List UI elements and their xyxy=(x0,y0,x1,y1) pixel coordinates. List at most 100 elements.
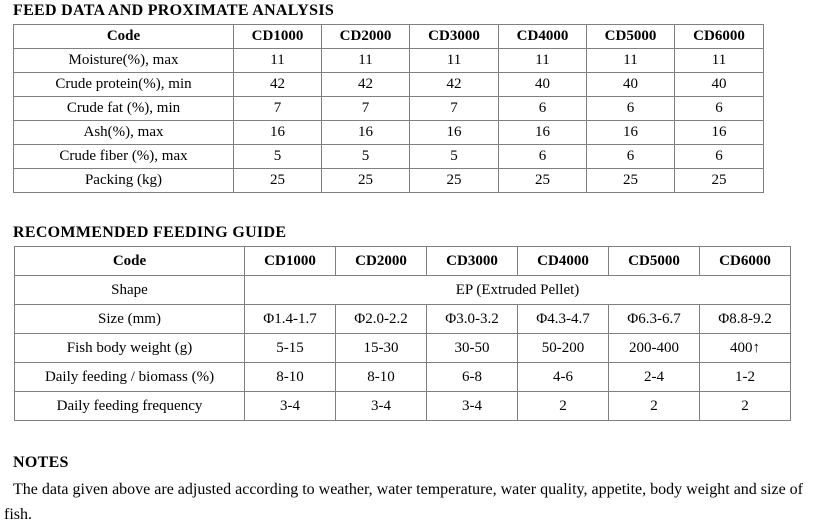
data-cell: 11 xyxy=(498,48,587,73)
row-label: Ash(%), max xyxy=(13,120,234,145)
proximate-header-row: Code CD1000 CD2000 CD3000 CD4000 CD5000 CD6000 xyxy=(13,24,764,49)
data-cell: 25 xyxy=(498,168,587,193)
data-cell: 6 xyxy=(586,96,675,121)
data-cell: 11 xyxy=(586,48,675,73)
data-cell: 3-4 xyxy=(244,391,336,421)
table-row: Crude fat (%), min 7 7 7 6 6 6 xyxy=(13,96,764,121)
feeding-column-header: CD3000 xyxy=(426,246,518,276)
data-cell: 40 xyxy=(586,72,675,97)
proximate-column-header: CD1000 xyxy=(233,24,322,49)
data-cell: 6 xyxy=(586,144,675,169)
data-cell: 7 xyxy=(321,96,410,121)
feeding-column-header: CD6000 xyxy=(699,246,791,276)
data-cell: 25 xyxy=(674,168,764,193)
feeding-column-header: CD4000 xyxy=(517,246,609,276)
data-cell: 16 xyxy=(409,120,499,145)
data-cell: 5 xyxy=(233,144,322,169)
data-cell: 8-10 xyxy=(335,362,427,392)
row-label: Shape xyxy=(14,275,245,305)
data-cell: Φ6.3-6.7 xyxy=(608,304,700,334)
data-cell: Φ1.4-1.7 xyxy=(244,304,336,334)
table-row: Daily feeding frequency 3-4 3-4 3-4 2 2 2 xyxy=(14,391,791,421)
data-cell: 42 xyxy=(321,72,410,97)
data-cell: 16 xyxy=(498,120,587,145)
proximate-column-header: CD4000 xyxy=(498,24,587,49)
data-cell: 25 xyxy=(409,168,499,193)
data-cell: 5 xyxy=(409,144,499,169)
table-row: Size (mm) Φ1.4-1.7 Φ2.0-2.2 Φ3.0-3.2 Φ4.3-4.… xyxy=(14,304,791,334)
proximate-column-header: CD3000 xyxy=(409,24,499,49)
table-row: Crude fiber (%), max 5 5 5 6 6 6 xyxy=(13,144,764,169)
data-cell: 16 xyxy=(321,120,410,145)
table-row: Shape EP (Extruded Pellet) xyxy=(14,275,791,305)
data-cell: 40 xyxy=(674,72,764,97)
table-row: Moisture(%), max 11 11 11 11 11 11 xyxy=(13,48,764,73)
data-cell: 7 xyxy=(233,96,322,121)
data-cell: 11 xyxy=(321,48,410,73)
data-cell: 8-10 xyxy=(244,362,336,392)
data-cell: Φ8.8-9.2 xyxy=(699,304,791,334)
data-cell: 16 xyxy=(586,120,675,145)
feeding-header-row: Code CD1000 CD2000 CD3000 CD4000 CD5000 CD6000 xyxy=(14,246,791,276)
data-cell: 6 xyxy=(498,96,587,121)
data-cell: 6 xyxy=(498,144,587,169)
data-cell: 4-6 xyxy=(517,362,609,392)
data-cell: 16 xyxy=(233,120,322,145)
data-cell: 1-2 xyxy=(699,362,791,392)
data-cell: 2 xyxy=(517,391,609,421)
row-label: Moisture(%), max xyxy=(13,48,234,73)
data-cell: Φ4.3-4.7 xyxy=(517,304,609,334)
table-row: Ash(%), max 16 16 16 16 16 16 xyxy=(13,120,764,145)
row-label: Daily feeding / biomass (%) xyxy=(14,362,245,392)
row-label: Crude fiber (%), max xyxy=(13,144,234,169)
proximate-column-header: CD2000 xyxy=(321,24,410,49)
proximate-analysis-table: Code CD1000 CD2000 CD3000 CD4000 CD5000 CD6000… xyxy=(13,24,764,193)
row-label: Crude protein(%), min xyxy=(13,72,234,97)
feeding-column-header: CD5000 xyxy=(608,246,700,276)
feeding-table-head: Code CD1000 CD2000 CD3000 CD4000 CD5000 CD6000 xyxy=(14,246,791,276)
data-cell: 3-4 xyxy=(426,391,518,421)
feeding-column-header: CD1000 xyxy=(244,246,336,276)
data-cell: 15-30 xyxy=(335,333,427,363)
merged-data-cell: EP (Extruded Pellet) xyxy=(244,275,791,305)
data-cell: 2 xyxy=(608,391,700,421)
feeding-column-header: Code xyxy=(14,246,245,276)
row-label: Packing (kg) xyxy=(13,168,234,193)
data-cell: 400↑ xyxy=(699,333,791,363)
feeding-guide-table: Code CD1000 CD2000 CD3000 CD4000 CD5000 CD6000… xyxy=(14,246,791,421)
data-cell: 30-50 xyxy=(426,333,518,363)
data-cell: 2-4 xyxy=(608,362,700,392)
proximate-column-header: CD5000 xyxy=(586,24,675,49)
table-row: Packing (kg) 25 25 25 25 25 25 xyxy=(13,168,764,193)
feeding-table-body: Shape EP (Extruded Pellet) Size (mm) Φ1.4-1… xyxy=(14,275,791,421)
proximate-column-header: Code xyxy=(13,24,234,49)
row-label: Size (mm) xyxy=(14,304,245,334)
proximate-table-body: Moisture(%), max 11 11 11 11 11 11 Crude protei… xyxy=(13,48,764,193)
data-cell: 16 xyxy=(674,120,764,145)
data-cell: 5 xyxy=(321,144,410,169)
notes-title: NOTES xyxy=(13,454,69,471)
table-row: Fish body weight (g) 5-15 15-30 30-50 50-200… xyxy=(14,333,791,363)
feeding-guide-title: RECOMMENDED FEEDING GUIDE xyxy=(13,224,287,241)
section-spacer xyxy=(13,193,819,224)
proximate-column-header: CD6000 xyxy=(674,24,764,49)
section-spacer xyxy=(13,421,819,454)
data-cell: 6 xyxy=(674,96,764,121)
notes-text: The data given above are adjusted accord… xyxy=(4,481,803,523)
row-label: Daily feeding frequency xyxy=(14,391,245,421)
data-cell: 25 xyxy=(233,168,322,193)
feeding-column-header: CD2000 xyxy=(335,246,427,276)
data-cell: 6-8 xyxy=(426,362,518,392)
data-cell: 40 xyxy=(498,72,587,97)
data-cell: 6 xyxy=(674,144,764,169)
data-cell: 11 xyxy=(233,48,322,73)
data-cell: 5-15 xyxy=(244,333,336,363)
table-row: Crude protein(%), min 42 42 42 40 40 40 xyxy=(13,72,764,97)
row-label: Fish body weight (g) xyxy=(14,333,245,363)
data-cell: 11 xyxy=(409,48,499,73)
data-cell: 42 xyxy=(409,72,499,97)
row-label: Crude fat (%), min xyxy=(13,96,234,121)
data-cell: 25 xyxy=(586,168,675,193)
data-cell: 11 xyxy=(674,48,764,73)
